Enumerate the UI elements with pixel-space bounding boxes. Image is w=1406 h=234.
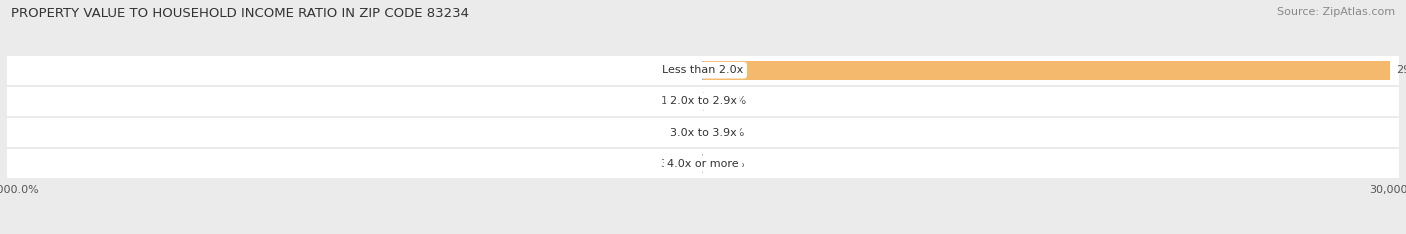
Text: 4.0x or more: 4.0x or more xyxy=(668,159,738,169)
Text: 9.8%: 9.8% xyxy=(668,128,696,138)
Text: 35.1%: 35.1% xyxy=(659,159,695,169)
Bar xyxy=(7,55,1399,85)
Bar xyxy=(703,61,1389,80)
Text: Source: ZipAtlas.com: Source: ZipAtlas.com xyxy=(1277,7,1395,17)
Text: 33.3%: 33.3% xyxy=(710,96,747,106)
Text: 3.0x to 3.9x: 3.0x to 3.9x xyxy=(669,128,737,138)
Bar xyxy=(7,118,1399,147)
Text: 2.0x to 2.9x: 2.0x to 2.9x xyxy=(669,96,737,106)
Text: 11.2%: 11.2% xyxy=(661,96,696,106)
Text: 29,594.4%: 29,594.4% xyxy=(1396,65,1406,75)
Text: PROPERTY VALUE TO HOUSEHOLD INCOME RATIO IN ZIP CODE 83234: PROPERTY VALUE TO HOUSEHOLD INCOME RATIO… xyxy=(11,7,470,20)
Text: 14.6%: 14.6% xyxy=(710,128,745,138)
Text: 43.9%: 43.9% xyxy=(659,65,695,75)
Bar xyxy=(7,87,1399,116)
Text: Less than 2.0x: Less than 2.0x xyxy=(662,65,744,75)
Text: 12.2%: 12.2% xyxy=(710,159,745,169)
Bar xyxy=(7,149,1399,179)
